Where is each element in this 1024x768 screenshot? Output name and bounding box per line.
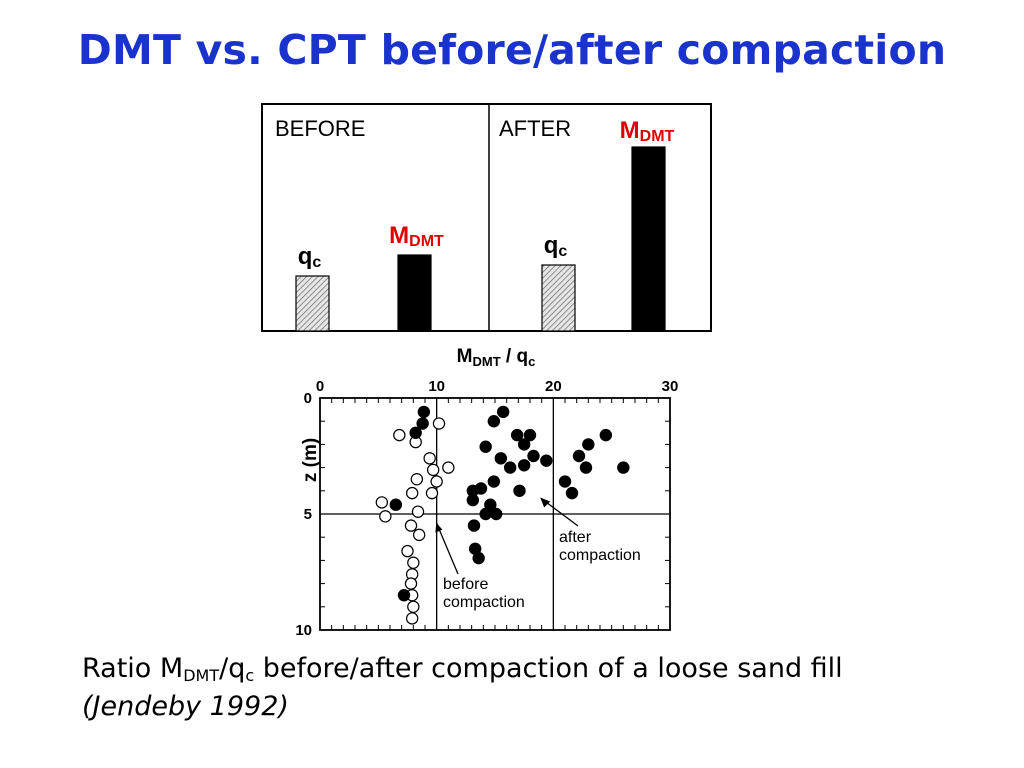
before-compaction-point <box>393 428 406 442</box>
before-compaction-point <box>379 510 392 523</box>
bar-after-qc <box>541 264 576 332</box>
after-compaction-point <box>572 449 586 463</box>
after-compaction-point <box>494 452 508 465</box>
after-compaction-point <box>517 438 531 451</box>
after-compaction-point <box>397 589 411 602</box>
x-tick-label-10: 10 <box>428 378 445 395</box>
after-compaction-point <box>472 551 485 565</box>
y-axis-title: z (m) <box>300 438 321 482</box>
before-compaction-point <box>411 505 425 518</box>
page-title: DMT vs. CPT before/after compaction <box>77 26 947 74</box>
caption-text-post: before/after compaction of a loose sand … <box>254 653 843 684</box>
bar-panel-frame <box>261 103 712 332</box>
annotation-arrow-before <box>435 522 459 575</box>
after-compaction-point <box>579 461 593 474</box>
after-compaction-point <box>417 405 431 419</box>
x-tick-label-0: 0 <box>316 378 324 395</box>
after-compaction-point <box>599 428 613 442</box>
before-compaction-point <box>425 486 439 500</box>
before-compaction-point <box>405 486 419 500</box>
y-tick-label-0: 0 <box>304 390 312 407</box>
y-tick-label-5: 5 <box>304 506 312 523</box>
bar-before-m_dmt <box>397 254 432 332</box>
after-compaction-point <box>389 498 403 511</box>
before-compaction-point <box>442 461 455 474</box>
after-compaction-point <box>479 507 492 521</box>
caption-sub-dmt: DMT <box>183 666 220 685</box>
after-compaction-point <box>416 417 429 430</box>
annotation-after-compaction: after compaction <box>559 529 641 564</box>
before-compaction-point <box>412 528 426 542</box>
after-compaction-point <box>487 415 501 428</box>
before-compaction-point <box>430 475 443 488</box>
before-compaction-point <box>410 473 424 486</box>
before-compaction-point <box>423 452 436 465</box>
after-compaction-point <box>409 426 422 439</box>
x-axis-title: MDMT / qc <box>457 346 536 369</box>
bar-after-m_dmt <box>631 146 666 332</box>
after-compaction-point <box>582 438 595 451</box>
panel-label-before: BEFORE <box>275 116 365 141</box>
figure-caption: Ratio MDMT/qc before/after compaction of… <box>82 650 1002 726</box>
caption-text-pre: Ratio M <box>82 653 184 684</box>
before-compaction-point <box>405 612 419 625</box>
after-compaction-point <box>510 428 524 442</box>
panel-label-after: AFTER <box>499 116 571 141</box>
before-compaction-point <box>375 496 389 509</box>
annotation-before-compaction: before compaction <box>443 576 525 611</box>
before-compaction-point <box>404 577 418 590</box>
caption-text-mid: /q <box>219 653 246 684</box>
after-compaction-point <box>487 475 501 488</box>
before-compaction-point <box>432 417 446 430</box>
after-compaction-point <box>517 459 531 472</box>
x-tick-label-30: 30 <box>662 378 679 395</box>
caption-sub-c: c <box>245 666 255 685</box>
annotation-arrowhead-after <box>540 497 551 508</box>
before-compaction-point <box>407 556 420 569</box>
after-compaction-point <box>540 454 553 467</box>
before-compaction-point <box>401 544 414 558</box>
y-tick-label-10: 10 <box>295 622 312 639</box>
x-tick-label-20: 20 <box>545 378 562 395</box>
bar-label-before-qc: qc <box>298 243 322 271</box>
after-compaction-point <box>503 461 517 474</box>
after-compaction-point <box>467 519 481 532</box>
after-compaction-point <box>527 449 540 463</box>
after-compaction-point <box>496 405 510 419</box>
caption-reference: (Jendeby 1992) <box>82 691 289 722</box>
after-compaction-point <box>565 486 579 500</box>
bar-before-qc <box>295 275 330 332</box>
after-compaction-point <box>617 461 630 474</box>
before-compaction-point <box>426 463 440 477</box>
bar-label-after-m_dmt: MDMT <box>620 117 675 145</box>
after-compaction-point <box>513 484 526 497</box>
annotation-arrowhead-before <box>435 522 443 533</box>
after-compaction-point <box>558 475 572 488</box>
after-compaction-point <box>489 507 503 521</box>
after-compaction-point <box>479 440 492 453</box>
bar-label-after-qc: qc <box>544 232 568 260</box>
after-compaction-point <box>466 493 480 507</box>
before-compaction-point <box>407 600 420 614</box>
before-compaction-point <box>404 519 418 532</box>
bar-label-before-m_dmt: MDMT <box>389 222 444 250</box>
after-compaction-point <box>523 428 537 442</box>
